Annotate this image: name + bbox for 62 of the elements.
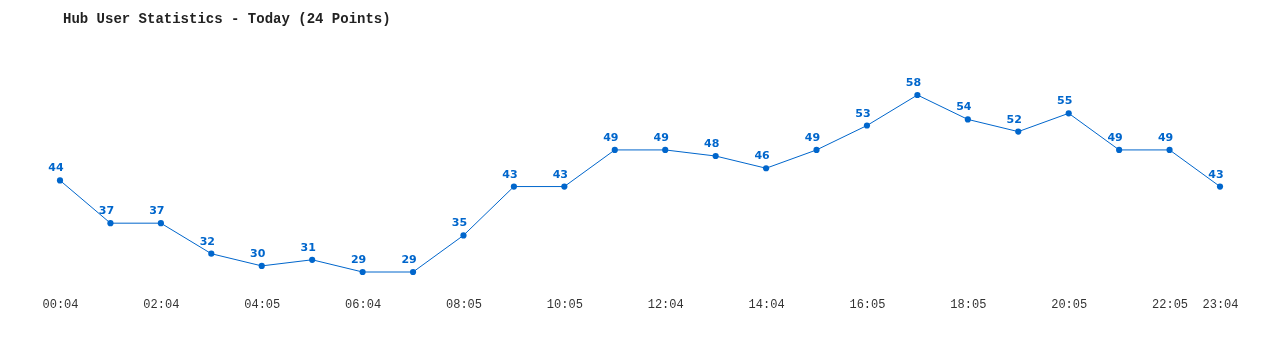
data-label: 58 [905, 76, 922, 89]
point [258, 262, 265, 269]
point [409, 268, 417, 276]
point [56, 177, 64, 184]
x-tick-label: 23:04 [1202, 297, 1239, 312]
point [1116, 146, 1123, 154]
data-label: 29 [350, 253, 367, 266]
point [1166, 146, 1173, 154]
point [460, 232, 467, 239]
data-label: 49 [1157, 130, 1174, 144]
point [662, 146, 669, 154]
data-label: 54 [956, 100, 972, 114]
x-tick-label: 16:05 [849, 297, 886, 312]
data-label: 29 [401, 253, 417, 266]
point [763, 165, 770, 172]
data-label: 30 [250, 246, 266, 260]
point [157, 220, 164, 227]
data-label: 37 [98, 204, 115, 218]
x-tick-label: 02:04 [143, 297, 180, 312]
data-label: 35 [451, 216, 468, 230]
point [309, 256, 316, 263]
data-label: 43 [552, 167, 568, 181]
point [208, 250, 215, 257]
data-label: 52 [1006, 112, 1022, 126]
point [561, 183, 568, 190]
point [1015, 128, 1022, 135]
x-tick-label: 14:04 [748, 297, 785, 312]
data-label: 49 [1107, 130, 1123, 144]
point [914, 91, 921, 99]
data-label: 53 [855, 106, 871, 120]
data-label: 55 [1057, 94, 1073, 108]
data-label: 32 [199, 234, 215, 248]
point [107, 220, 114, 227]
x-tick-label: 04:05 [244, 297, 281, 312]
data-label: 49 [603, 130, 619, 144]
point [712, 152, 719, 160]
data-label: 31 [300, 240, 316, 254]
x-tick-label: 18:05 [950, 297, 987, 312]
x-tick-label: 00:04 [42, 297, 79, 312]
point [813, 146, 820, 154]
data-label: 49 [804, 130, 821, 144]
point [611, 146, 618, 154]
data-label: 46 [754, 149, 771, 163]
point [863, 122, 871, 129]
point [1065, 110, 1072, 117]
x-tick-label: 10:05 [546, 297, 583, 312]
x-tick-label: 22:05 [1152, 297, 1189, 312]
data-label: 48 [704, 137, 720, 151]
x-tick-label: 06:04 [345, 297, 382, 312]
chart-title: Hub User Statistics - Today (24 Points) [63, 11, 391, 27]
point [510, 183, 517, 190]
data-label: 49 [653, 130, 669, 144]
data-label: 43 [502, 167, 518, 181]
point [964, 116, 971, 123]
point [359, 268, 366, 276]
data-label: 43 [1208, 167, 1224, 181]
x-tick-label: 08:05 [445, 297, 482, 312]
x-tick-label: 20:05 [1051, 297, 1088, 312]
data-label: 44 [48, 161, 64, 175]
point [1216, 183, 1224, 190]
data-label: 37 [149, 204, 165, 218]
x-tick-label: 12:04 [647, 297, 684, 312]
